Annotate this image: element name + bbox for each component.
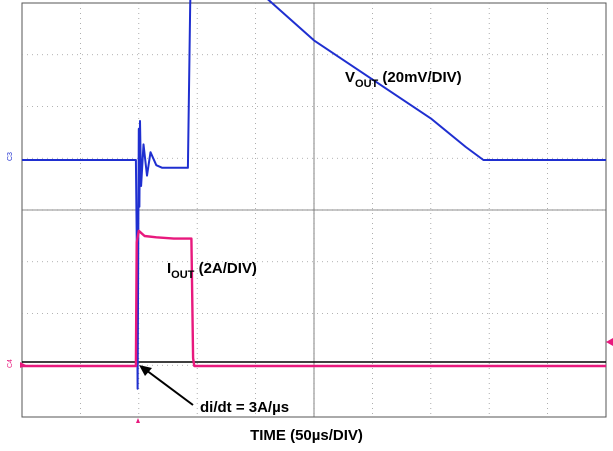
vout-channel-marker: C3: [7, 152, 14, 161]
didt-annotation-label: di/dt = 3A/µs: [200, 399, 289, 416]
didt-annotation-arrow: [139, 365, 194, 406]
trigger-position-marker: [136, 418, 140, 423]
x-axis-label: TIME (50µs/DIV): [250, 427, 363, 444]
right-trigger-marker: [606, 338, 613, 346]
iout-channel-marker: C4: [7, 359, 14, 368]
grid: [22, 3, 606, 417]
iout-series-label: IOUT (2A/DIV): [167, 260, 257, 281]
left-reference-marker: [20, 362, 26, 368]
iout-trace: [22, 229, 606, 368]
vout-trace: [22, 0, 606, 390]
vout-series-label: VOUT (20mV/DIV): [345, 69, 462, 90]
